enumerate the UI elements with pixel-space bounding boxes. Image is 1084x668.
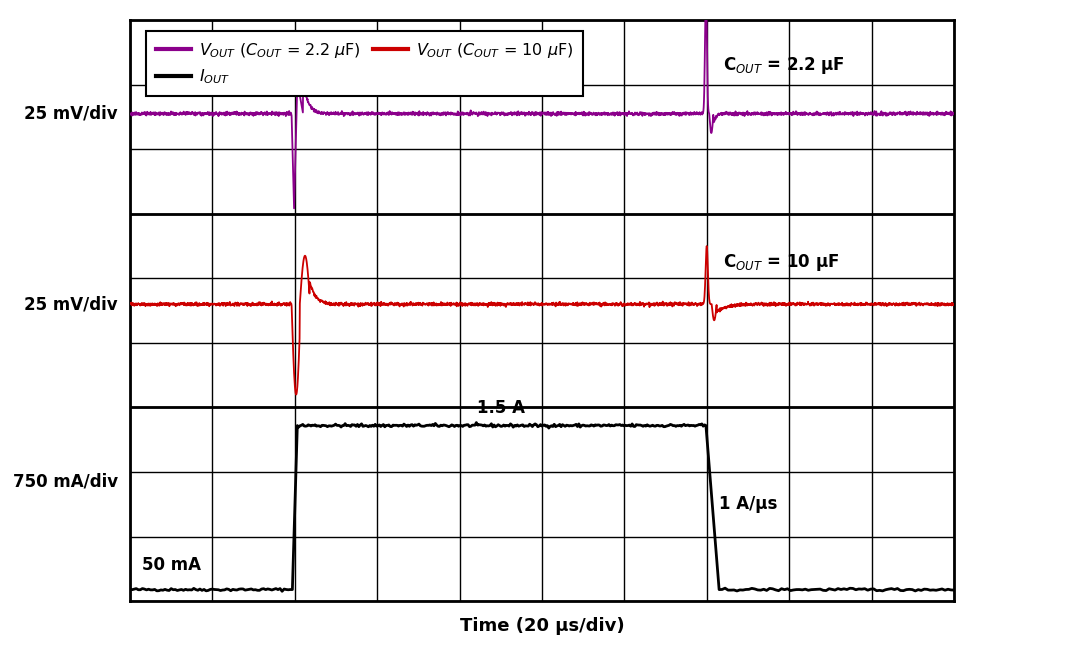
X-axis label: Time (20 μs/div): Time (20 μs/div) [460,617,624,635]
Text: 25 mV/div: 25 mV/div [24,105,118,123]
Text: 1.5 A: 1.5 A [477,399,525,417]
Text: 750 mA/div: 750 mA/div [13,473,118,491]
Text: C$_{OUT}$ = 2.2 μF: C$_{OUT}$ = 2.2 μF [723,55,846,75]
Legend: $V_{OUT}$ ($C_{OUT}$ = 2.2 $\mu$F), $I_{OUT}$, $V_{OUT}$ ($C_{OUT}$ = 10 $\mu$F): $V_{OUT}$ ($C_{OUT}$ = 2.2 $\mu$F), $I_{… [146,31,583,96]
Text: 50 mA: 50 mA [142,556,202,574]
Text: 1 A/μs: 1 A/μs [719,494,777,512]
Text: C$_{OUT}$ = 10 μF: C$_{OUT}$ = 10 μF [723,252,839,273]
Text: 25 mV/div: 25 mV/div [24,295,118,313]
